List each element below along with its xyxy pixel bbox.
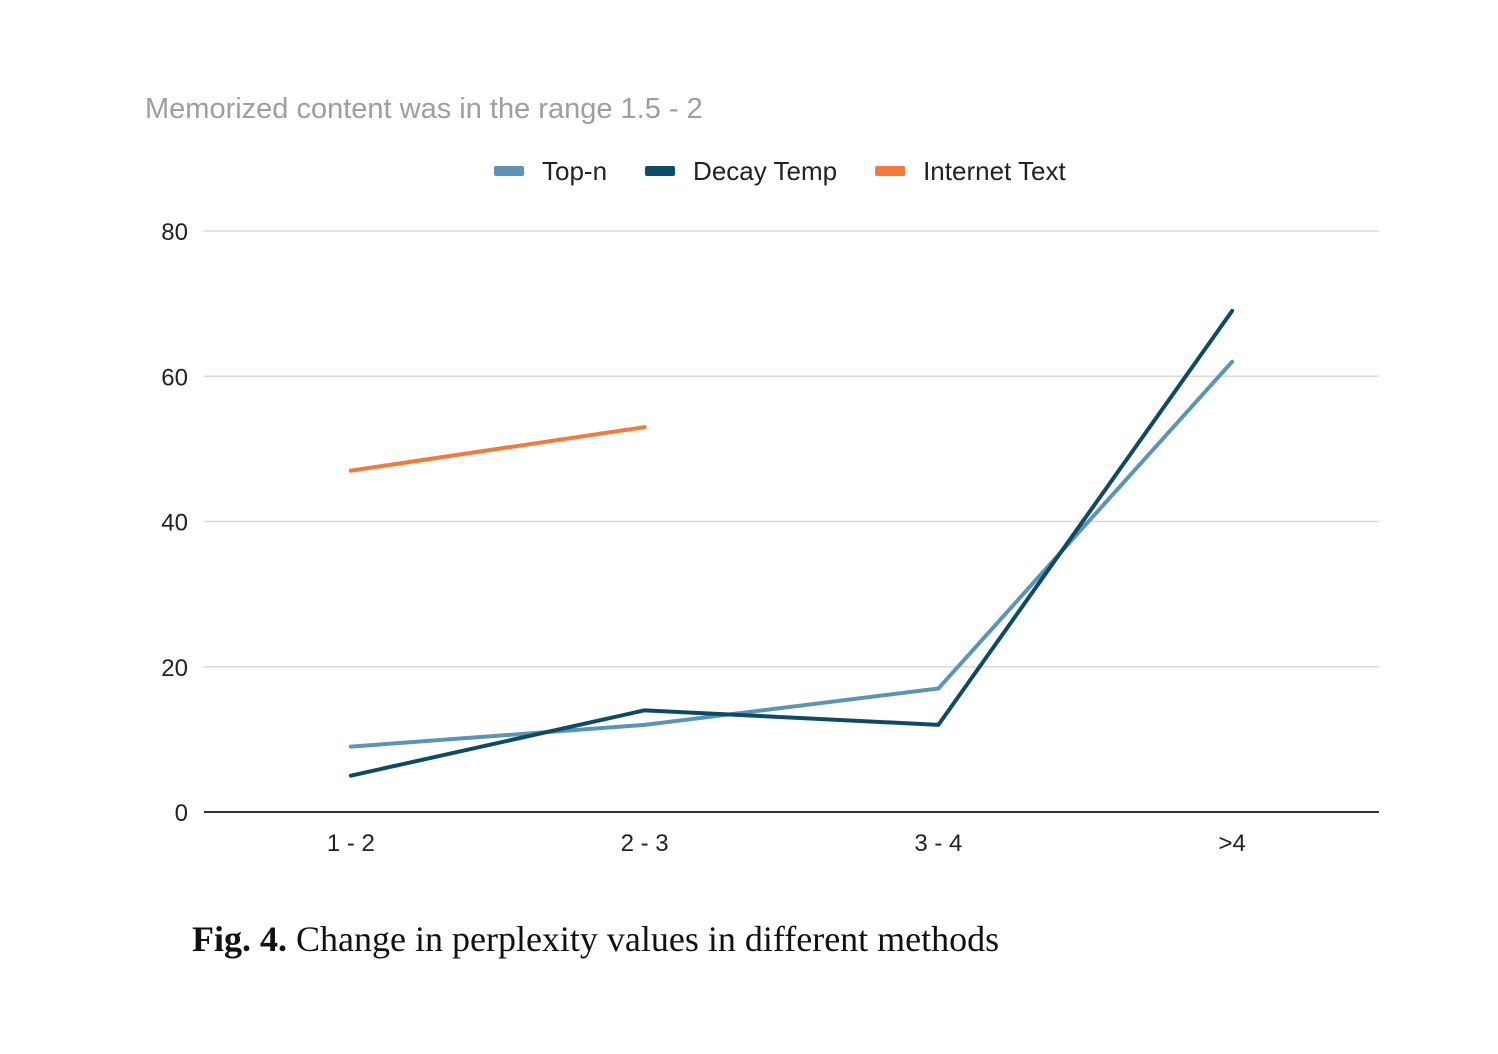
legend-swatch-0 xyxy=(494,166,524,176)
x-tick-label-1: 2 - 3 xyxy=(621,830,669,857)
figure-caption: Fig. 4. Change in perplexity values in d… xyxy=(192,918,1392,960)
y-tick-label-3: 60 xyxy=(161,364,188,391)
caption-label: Fig. 4. xyxy=(192,919,287,959)
series-line-2 xyxy=(348,425,647,473)
y-tick-label-4: 80 xyxy=(161,219,188,246)
series-line-0 xyxy=(348,359,1235,749)
x-tick-label-2: 3 - 4 xyxy=(914,830,962,857)
legend: Top-n Decay Temp Internet Text xyxy=(494,156,1066,186)
x-tick-label-3: >4 xyxy=(1218,830,1245,857)
series-line-1 xyxy=(348,308,1235,778)
y-tick-label-1: 20 xyxy=(161,655,188,682)
chart-title: Memorized content was in the range 1.5 -… xyxy=(145,93,703,125)
y-tick-label-0: 0 xyxy=(175,800,188,827)
caption-text: Change in perplexity values in different… xyxy=(296,919,1000,959)
x-tick-label-0: 1 - 2 xyxy=(327,830,375,857)
legend-label-0: Top-n xyxy=(542,156,607,186)
x-axis-ticks: 1 - 2 2 - 3 3 - 4 >4 xyxy=(327,830,1246,857)
legend-label-1: Decay Temp xyxy=(693,156,837,186)
series-lines xyxy=(348,308,1235,778)
legend-swatch-1 xyxy=(645,166,676,176)
legend-swatch-2 xyxy=(875,166,906,176)
y-axis-ticks: 0 20 40 60 80 xyxy=(161,219,188,827)
gridlines xyxy=(204,230,1379,813)
y-tick-label-2: 40 xyxy=(161,510,188,537)
legend-label-2: Internet Text xyxy=(923,156,1066,186)
